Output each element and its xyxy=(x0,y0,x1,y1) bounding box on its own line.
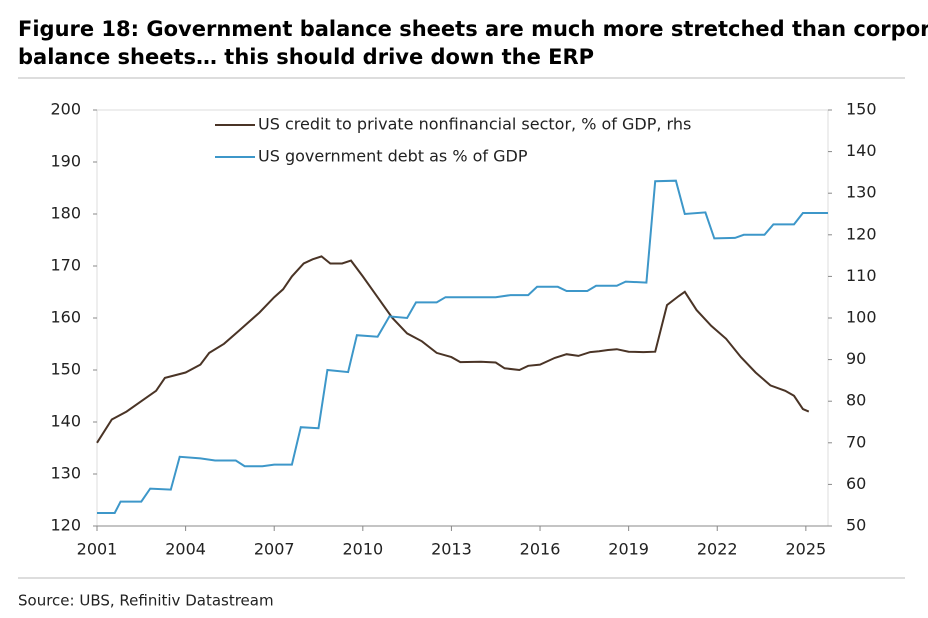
source: Source: UBS, Refinitiv Datastream xyxy=(18,592,274,610)
x-tick-label: 2016 xyxy=(520,540,561,559)
y-tick-label: 190 xyxy=(50,152,81,171)
y-tick-label: 170 xyxy=(50,256,81,275)
y2-tick-label: 110 xyxy=(846,266,877,285)
x-tick-label: 2022 xyxy=(697,540,738,559)
legend-label: US credit to private nonfinancial sector… xyxy=(258,115,691,134)
y-tick-label: 160 xyxy=(50,308,81,327)
legend-label: US government debt as % of GDP xyxy=(258,147,528,166)
x-tick-label: 2025 xyxy=(785,540,826,559)
chart-title: Figure 18: Government balance sheets are… xyxy=(18,17,928,41)
y2-tick-label: 120 xyxy=(846,224,877,243)
y2-tick-label: 90 xyxy=(846,349,866,368)
x-tick-label: 2010 xyxy=(342,540,383,559)
y-tick-label: 200 xyxy=(50,100,81,119)
x-tick-label: 2013 xyxy=(431,540,472,559)
y2-tick-label: 150 xyxy=(846,100,877,119)
y2-tick-label: 80 xyxy=(846,391,866,410)
y2-tick-label: 50 xyxy=(846,516,866,535)
chart-title: balance sheets… this should drive down t… xyxy=(18,45,594,69)
x-tick-label: 2001 xyxy=(77,540,118,559)
y2-tick-label: 100 xyxy=(846,308,877,327)
line-series xyxy=(97,179,828,514)
y2-tick-label: 130 xyxy=(846,183,877,202)
y-tick-label: 180 xyxy=(50,204,81,223)
y2-tick-label: 60 xyxy=(846,474,866,493)
y2-tick-label: 140 xyxy=(846,141,877,160)
y2-tick-label: 70 xyxy=(846,432,866,451)
y-tick-label: 130 xyxy=(50,464,81,483)
x-tick-label: 2007 xyxy=(254,540,295,559)
y-tick-label: 140 xyxy=(50,412,81,431)
line-series xyxy=(96,255,810,444)
x-tick-label: 2004 xyxy=(165,540,206,559)
plot-frame xyxy=(96,109,829,527)
y-tick-label: 150 xyxy=(50,360,81,379)
y-tick-label: 120 xyxy=(50,516,81,535)
x-tick-label: 2019 xyxy=(608,540,649,559)
